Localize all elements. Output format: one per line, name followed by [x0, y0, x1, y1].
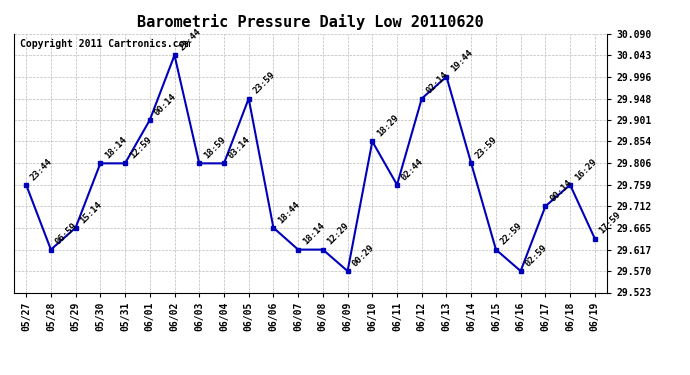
- Text: 18:14: 18:14: [301, 222, 326, 247]
- Text: 23:59: 23:59: [474, 135, 500, 160]
- Text: 17:59: 17:59: [598, 210, 623, 236]
- Text: 00:29: 00:29: [351, 243, 376, 268]
- Text: 23:44: 23:44: [177, 27, 203, 52]
- Text: 18:44: 18:44: [276, 200, 302, 225]
- Text: 18:14: 18:14: [103, 135, 128, 160]
- Text: 16:29: 16:29: [573, 157, 598, 182]
- Text: 15:14: 15:14: [79, 200, 103, 225]
- Text: 02:44: 02:44: [400, 157, 425, 182]
- Text: 19:44: 19:44: [449, 48, 475, 74]
- Text: 12:29: 12:29: [326, 222, 351, 247]
- Text: 02:14: 02:14: [424, 70, 450, 96]
- Text: 06:59: 06:59: [54, 222, 79, 247]
- Text: 00:14: 00:14: [548, 178, 573, 204]
- Text: 12:59: 12:59: [128, 135, 153, 160]
- Text: 23:44: 23:44: [29, 157, 55, 182]
- Text: 03:14: 03:14: [227, 135, 252, 160]
- Text: 00:14: 00:14: [152, 92, 178, 117]
- Title: Barometric Pressure Daily Low 20110620: Barometric Pressure Daily Low 20110620: [137, 14, 484, 30]
- Text: 02:59: 02:59: [524, 243, 549, 268]
- Text: 18:59: 18:59: [202, 135, 228, 160]
- Text: 18:29: 18:29: [375, 113, 400, 139]
- Text: 23:59: 23:59: [251, 70, 277, 96]
- Text: Copyright 2011 Cartronics.com: Copyright 2011 Cartronics.com: [20, 39, 190, 49]
- Text: 22:59: 22:59: [499, 222, 524, 247]
